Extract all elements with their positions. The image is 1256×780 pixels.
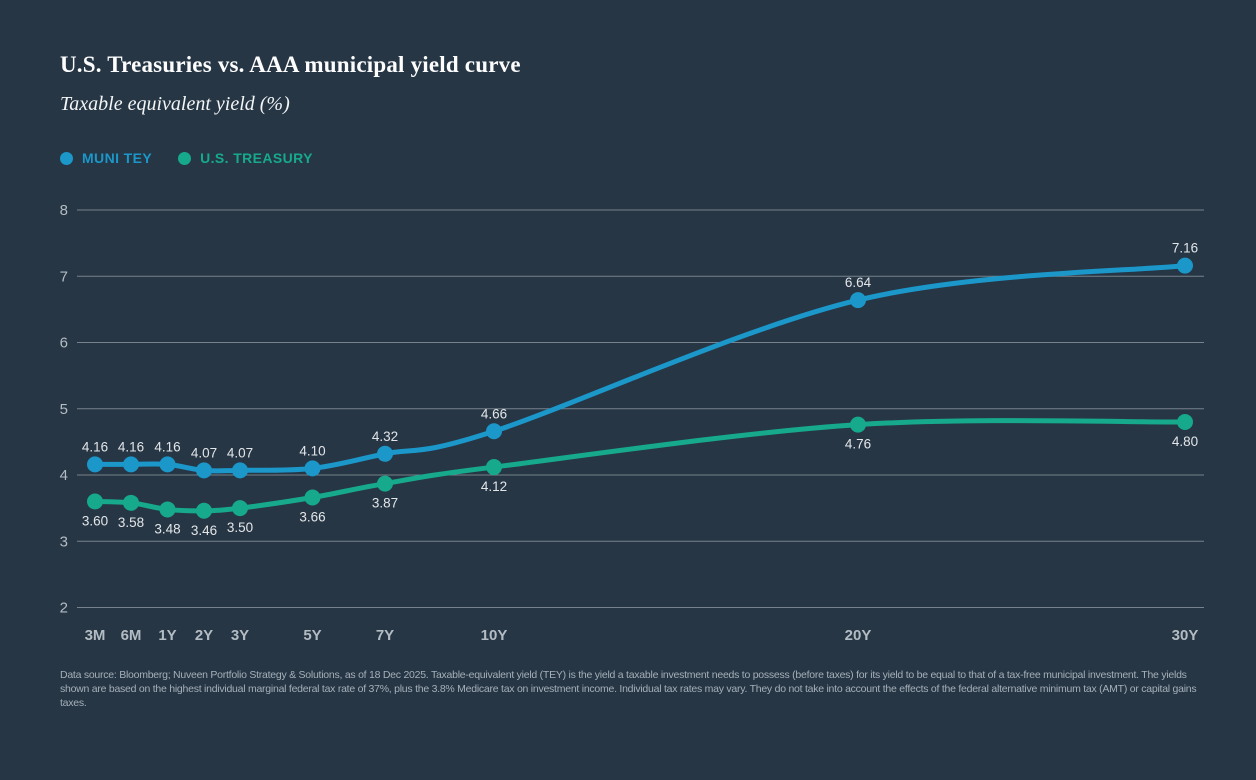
x-axis-tick-label: 10Y [481, 627, 508, 644]
data-point-muni-tey-5y [304, 460, 321, 477]
muni-tey-dot-icon [60, 151, 73, 165]
data-point-label: 3.58 [118, 515, 144, 530]
y-axis-tick-label: 2 [60, 600, 68, 617]
x-axis-tick-label: 6M [121, 627, 142, 644]
y-axis-tick-label: 3 [60, 533, 68, 550]
data-point-label: 6.64 [845, 275, 872, 290]
x-axis-tick-label: 3Y [231, 627, 249, 644]
data-point-muni-tey-7y [377, 445, 393, 462]
data-point-muni-tey-1y [159, 456, 176, 473]
data-point-label: 3.50 [227, 520, 253, 535]
x-axis-tick-label: 5Y [303, 627, 321, 644]
data-point-muni-tey-30y [1177, 257, 1193, 274]
data-point-label: 4.16 [82, 439, 108, 454]
data-point-label: 4.16 [154, 439, 180, 454]
source-note: Data source: Bloomberg; Nuveen Portfolio… [60, 669, 1197, 709]
data-point-label: 4.12 [481, 479, 507, 494]
data-point-label: 4.07 [227, 445, 253, 460]
x-axis-tick-label: 7Y [376, 627, 394, 644]
y-axis-tick-label: 6 [60, 335, 68, 352]
data-point-u-s-treasury-2y [196, 502, 212, 519]
data-point-label: 4.10 [299, 443, 325, 458]
data-point-label: 4.16 [118, 439, 144, 454]
data-point-muni-tey-10y [486, 423, 502, 440]
data-point-u-s-treasury-3m [87, 493, 103, 510]
data-point-muni-tey-2y [196, 462, 212, 479]
data-point-u-s-treasury-1y [159, 501, 176, 518]
series-line-muni-tey [92, 263, 1188, 474]
chart-title: U.S. Treasuries vs. AAA municipal yield … [60, 52, 521, 77]
x-axis-tick-label: 1Y [158, 627, 176, 644]
data-point-label: 3.87 [372, 496, 398, 511]
data-point-u-s-treasury-7y [377, 475, 393, 492]
x-axis-tick-label: 20Y [845, 627, 872, 644]
data-point-u-s-treasury-30y [1177, 414, 1193, 430]
data-point-muni-tey-20y [850, 292, 866, 309]
legend-item-us-treasury: U.S. TREASURY [178, 150, 313, 166]
data-point-label: 4.66 [481, 406, 507, 421]
legend: MUNI TEY U.S. TREASURY [60, 150, 313, 166]
x-axis-tick-label: 30Y [1172, 627, 1199, 644]
data-point-label: 7.16 [1172, 241, 1198, 256]
data-point-label: 4.76 [845, 437, 871, 452]
data-point-u-s-treasury-20y [850, 416, 866, 433]
data-point-muni-tey-6m [123, 456, 139, 473]
y-axis-tick-label: 8 [60, 202, 68, 219]
muni-tey-legend-label: MUNI TEY [82, 150, 153, 166]
y-axis-tick-label: 5 [60, 401, 68, 418]
yield-curve-chart: 8 7 6 5 4 3 2 3M 6M 1Y 2Y 3Y 5Y 7Y 10Y 20Y 30Y 4.16 4.16 4.… [60, 202, 1204, 644]
data-point-muni-tey-3y [232, 462, 248, 479]
series-line-u-s-treasury [92, 418, 1188, 514]
y-axis-tick-label: 7 [60, 268, 68, 285]
data-point-u-s-treasury-6m [123, 494, 139, 511]
data-point-label: 4.32 [372, 429, 398, 444]
data-point-label: 3.46 [191, 523, 217, 538]
data-point-label: 4.07 [191, 445, 217, 460]
data-point-label: 3.48 [154, 521, 180, 536]
data-point-label: 3.60 [82, 514, 108, 529]
y-axis-tick-label: 4 [60, 467, 68, 484]
legend-item-muni-tey: MUNI TEY [60, 150, 152, 166]
us-treasury-dot-icon [178, 151, 192, 165]
us-treasury-legend-label: U.S. TREASURY [200, 150, 313, 166]
x-axis-tick-label: 3M [85, 627, 106, 644]
x-axis-tick-label: 2Y [195, 627, 213, 644]
data-point-muni-tey-3m [87, 456, 103, 473]
data-point-u-s-treasury-3y [232, 500, 248, 517]
chart-subtitle: Taxable equivalent yield (%) [60, 93, 290, 115]
data-point-label: 4.80 [1172, 434, 1198, 449]
data-point-u-s-treasury-10y [486, 459, 502, 476]
data-point-u-s-treasury-5y [304, 489, 321, 506]
data-point-label: 3.66 [299, 510, 325, 525]
